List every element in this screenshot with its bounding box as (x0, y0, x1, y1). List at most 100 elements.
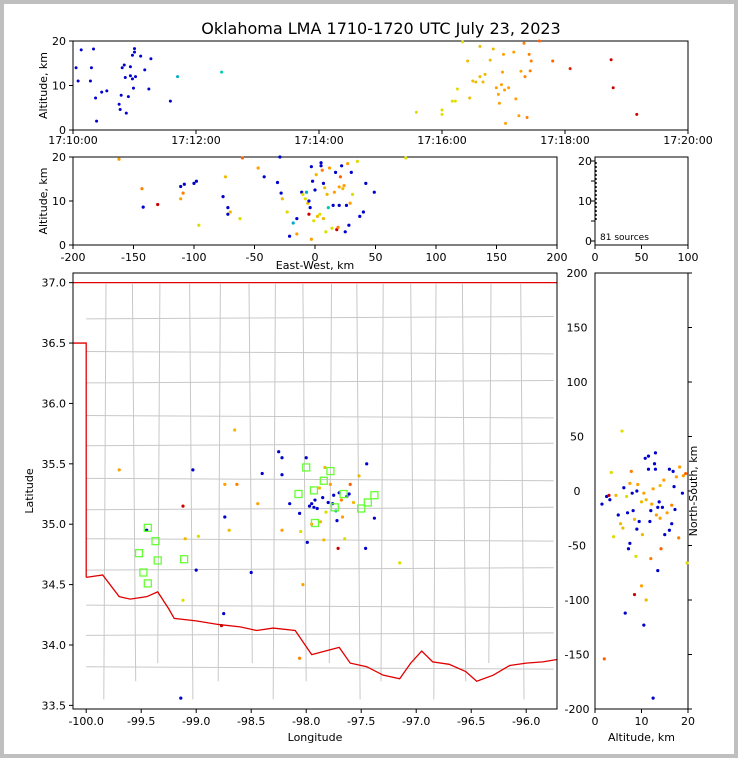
ew-height-point (327, 166, 332, 170)
height-ns-point (634, 554, 638, 559)
time-height-point (139, 54, 143, 58)
height-ns-point (663, 533, 667, 537)
x-tick-label: -96.5 (457, 715, 485, 728)
histogram-point (594, 178, 597, 180)
lma-station-marker (294, 489, 303, 499)
plan-view-point (343, 537, 347, 541)
county-line (86, 315, 554, 320)
x-tick-label: 150 (486, 251, 507, 264)
y-tick-label: -200 (565, 703, 590, 716)
y-tick-label: 36.5 (42, 337, 67, 350)
y-tick-label: 10 (578, 195, 592, 208)
county-line (86, 538, 554, 542)
ew-height-point (226, 212, 230, 216)
time-height-point (124, 111, 128, 115)
x-tick-label: 200 (547, 251, 568, 264)
height-ns-point (652, 462, 657, 466)
plan-view-point (398, 561, 402, 565)
height-ns-point (653, 467, 658, 471)
ew-height-point (321, 217, 326, 221)
lma-station-marker (139, 568, 148, 577)
ew-height-point (331, 203, 335, 207)
height-ns-point (639, 584, 644, 588)
x-tick-label: 100 (426, 251, 447, 264)
x-tick-label: 17:14:00 (294, 134, 343, 147)
x-tick-label: 0 (592, 715, 599, 728)
height-ns-point (651, 696, 655, 700)
ew-height-point (308, 206, 312, 210)
height-ns-point (659, 547, 663, 551)
county-line (520, 283, 525, 700)
plan-view-point (179, 696, 183, 700)
y-tick-label: 0 (574, 485, 581, 498)
county-line (131, 283, 137, 682)
time-height-point (502, 52, 505, 56)
x-tick-label: 20 (681, 715, 695, 728)
time-height-point (94, 96, 98, 100)
plan-view-point (280, 456, 284, 460)
time-height-point (529, 59, 533, 63)
height-ns-point (632, 517, 637, 521)
county-line (410, 283, 415, 664)
histogram-point (594, 202, 597, 204)
height-ns-point (656, 568, 660, 573)
ew-height-point (319, 164, 323, 168)
ew-height-panel (72, 156, 558, 246)
lma-station-marker (330, 503, 339, 512)
plan-view-point (313, 498, 317, 502)
y-tick-label: 20 (52, 151, 66, 164)
county-lines (86, 283, 554, 700)
plan-view-point (223, 515, 227, 519)
ew-height-point (285, 210, 289, 214)
histogram-point (594, 162, 597, 164)
county-line (86, 415, 554, 419)
county-line (380, 283, 384, 682)
time-height-point (609, 58, 613, 62)
plan-view-point (305, 540, 309, 544)
height-ns-point (623, 611, 627, 615)
ew-height-xlabel: East-West, km (276, 259, 354, 272)
ew-height-point (307, 212, 311, 216)
plan-view-panel (72, 272, 558, 710)
ew-height-point (332, 190, 336, 194)
histogram-point (594, 190, 597, 192)
ew-height-point (347, 223, 351, 227)
lma-station-marker (302, 463, 311, 472)
ew-height-point (338, 175, 343, 179)
county-line (328, 283, 332, 664)
ew-height-point (181, 191, 185, 195)
time-height-point (478, 44, 482, 48)
time-height-point (122, 63, 126, 67)
ew-height-point (280, 197, 284, 201)
plan-view-point (312, 505, 316, 509)
ew-height-point (372, 190, 376, 194)
figure-frame: Oklahoma LMA 1710-1720 UTC July 23, 2023… (4, 4, 734, 754)
ew-height-point (330, 226, 334, 230)
ew-height-point (340, 164, 344, 168)
histogram-point (594, 166, 597, 168)
plan-view-point (317, 486, 321, 490)
height-ns-point (670, 522, 674, 526)
ew-height-point (256, 166, 260, 170)
ew-height-point (197, 223, 201, 227)
plan-view-point (315, 506, 319, 511)
time-height-point (220, 70, 224, 74)
time-height-point (440, 112, 444, 116)
y-tick-label: 33.5 (42, 699, 67, 712)
ew-height-point (364, 181, 368, 185)
time-height-point (491, 47, 495, 51)
y-tick-label: -50 (568, 540, 586, 553)
x-tick-label: -97.0 (402, 715, 430, 728)
county-line (488, 283, 492, 664)
plan-view-point (299, 529, 303, 534)
ew-height-point (326, 206, 330, 210)
y-tick-label: 37.0 (42, 277, 67, 290)
ew-height-point (117, 157, 121, 161)
height-ns-point (642, 491, 646, 495)
ew-height-point (240, 156, 244, 160)
x-tick-label: -99.0 (182, 715, 210, 728)
height-ns-panel (594, 272, 689, 710)
plan-view-point (340, 515, 345, 519)
histogram-point (594, 218, 597, 220)
plan-view-point (357, 474, 361, 478)
